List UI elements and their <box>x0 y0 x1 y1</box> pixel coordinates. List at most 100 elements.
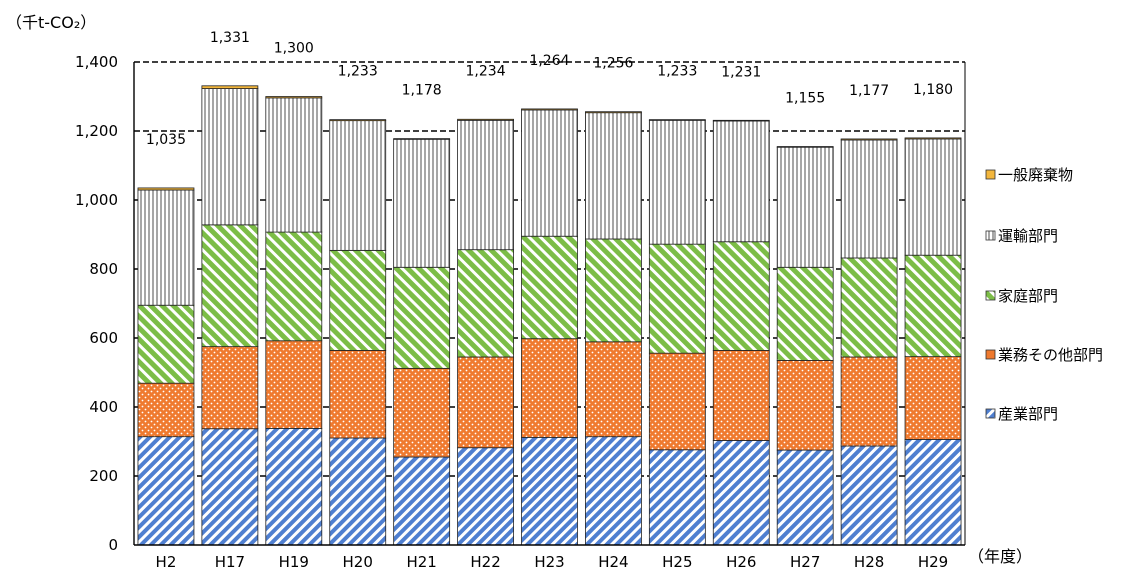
x-tick-label: H23 <box>534 553 564 571</box>
x-axis-tick-labels: H2 H17 H19 H20 H21 H22 H23 H24 H25 H26 H27 H28 H29 <box>156 553 949 571</box>
bar-segment-5-H29 <box>904 137 962 140</box>
bar-total-label: 1,233 <box>338 64 378 80</box>
bar-segment-2-H19 <box>265 340 323 429</box>
x-tick-label: H17 <box>215 553 245 571</box>
x-tick-label: H29 <box>918 553 948 571</box>
bar-segment-2-H22 <box>457 356 514 449</box>
bar-segment-4-H26 <box>712 120 770 243</box>
x-tick-label: H20 <box>343 553 373 571</box>
bar-segment-2-H25 <box>648 352 706 451</box>
legend-label: 家庭部門 <box>998 287 1058 305</box>
bar-segment-1-H17 <box>201 428 259 546</box>
x-tick-label: H19 <box>279 553 309 571</box>
bar-segment-3-H24 <box>585 238 642 343</box>
bar-segment-1-H19 <box>265 427 323 546</box>
bar-segment-5-H2 <box>137 187 195 191</box>
x-tick-label: H21 <box>406 553 436 571</box>
legend-label: 運輸部門 <box>998 227 1058 245</box>
bar-segment-4-H25 <box>648 119 706 245</box>
bar-segment-3-H20 <box>329 249 387 351</box>
bar-segment-4-H20 <box>329 120 387 251</box>
bar-segment-3-H17 <box>201 224 259 348</box>
bar-segment-3-H26 <box>712 241 770 351</box>
bar-segment-1-H21 <box>393 456 451 546</box>
bar-segment-2-H2 <box>137 382 195 438</box>
bar-segment-4-H21 <box>393 138 451 268</box>
legend-swatch <box>985 290 996 301</box>
legend-label: 業務その他部門 <box>998 346 1103 364</box>
bar-segment-5-H21 <box>393 138 451 140</box>
bar-segment-1-H25 <box>648 449 706 546</box>
y-axis-tick-labels: 0 200 400 600 800 1,000 1,200 1,400 <box>75 53 118 554</box>
bar-total-label: 1,264 <box>529 53 569 69</box>
bar-total-label: 1,231 <box>721 64 761 80</box>
bar-total-label: 1,177 <box>849 83 889 99</box>
x-axis-unit-label: （年度） <box>968 547 1032 566</box>
x-tick-label: H28 <box>854 553 884 571</box>
bar-segment-5-H20 <box>329 119 387 122</box>
x-tick-label: H2 <box>156 553 177 571</box>
bar-segment-2-H24 <box>585 341 642 438</box>
bar-segment-4-H27 <box>776 146 834 268</box>
bar-segment-4-H24 <box>585 112 642 240</box>
bar-segment-3-H19 <box>265 231 323 342</box>
bar-segment-2-H29 <box>904 356 962 440</box>
bar-segment-4-H2 <box>137 189 195 306</box>
y-tick-label: 600 <box>89 329 118 347</box>
bar-segment-1-H24 <box>585 436 642 546</box>
bar-segment-3-H2 <box>137 304 195 384</box>
y-axis-unit-label: （千t-CO₂） <box>6 13 96 32</box>
bar-segment-5-H23 <box>521 108 578 111</box>
bar-segment-1-H28 <box>840 445 898 546</box>
bar-segment-3-H22 <box>457 249 514 358</box>
bar-segment-4-H22 <box>457 119 514 251</box>
bar-segment-5-H17 <box>201 85 259 89</box>
y-tick-label: 200 <box>89 467 118 485</box>
bar-segment-3-H23 <box>521 235 578 340</box>
x-tick-label: H25 <box>662 553 692 571</box>
legend-swatch <box>985 169 996 180</box>
bar-segment-5-H19 <box>265 96 323 99</box>
legend-label: 産業部門 <box>998 405 1058 423</box>
bar-segment-2-H28 <box>840 356 898 447</box>
bar-segment-2-H27 <box>776 360 834 451</box>
bar-segment-5-H25 <box>648 119 706 121</box>
bar-segment-2-H23 <box>521 338 578 438</box>
bar-segment-1-H27 <box>776 449 834 546</box>
bar-total-label: 1,035 <box>146 132 186 148</box>
bar-total-label: 1,300 <box>274 41 314 57</box>
y-tick-label: 1,400 <box>75 53 118 71</box>
x-tick-label: H24 <box>598 553 628 571</box>
bar-segment-3-H28 <box>840 257 898 358</box>
bar-segment-5-H24 <box>585 111 642 114</box>
y-tick-label: 800 <box>89 260 118 278</box>
bar-segment-5-H28 <box>840 138 898 141</box>
bar-total-label: 1,234 <box>466 63 506 79</box>
bar-total-label: 1,178 <box>402 83 442 99</box>
bar-total-label: 1,155 <box>785 91 825 107</box>
bar-total-label: 1,331 <box>210 30 250 46</box>
bar-segment-1-H2 <box>137 436 195 546</box>
bar-segment-2-H20 <box>329 350 387 439</box>
bar-segment-1-H29 <box>904 439 962 546</box>
bar-segment-2-H21 <box>393 367 451 458</box>
bar-segment-4-H29 <box>904 138 962 256</box>
bar-total-labels: 1,035 1,331 1,300 1,233 1,178 1,234 1,264 1,256… <box>146 30 953 148</box>
legend-swatch <box>985 230 996 241</box>
legend-swatch <box>985 349 996 360</box>
x-tick-label: H27 <box>790 553 820 571</box>
bars <box>137 85 962 546</box>
bar-segment-4-H28 <box>840 139 898 259</box>
y-tick-label: 400 <box>89 398 118 416</box>
bar-segment-3-H25 <box>648 243 706 354</box>
bar-segment-1-H23 <box>521 436 578 546</box>
bar-segment-3-H29 <box>904 254 962 358</box>
bar-segment-5-H22 <box>457 118 514 121</box>
y-tick-label: 1,000 <box>75 191 118 209</box>
bar-segment-4-H17 <box>201 88 259 226</box>
bar-segment-1-H26 <box>712 440 770 546</box>
bar-segment-1-H22 <box>457 447 514 546</box>
bar-total-label: 1,256 <box>593 56 633 72</box>
